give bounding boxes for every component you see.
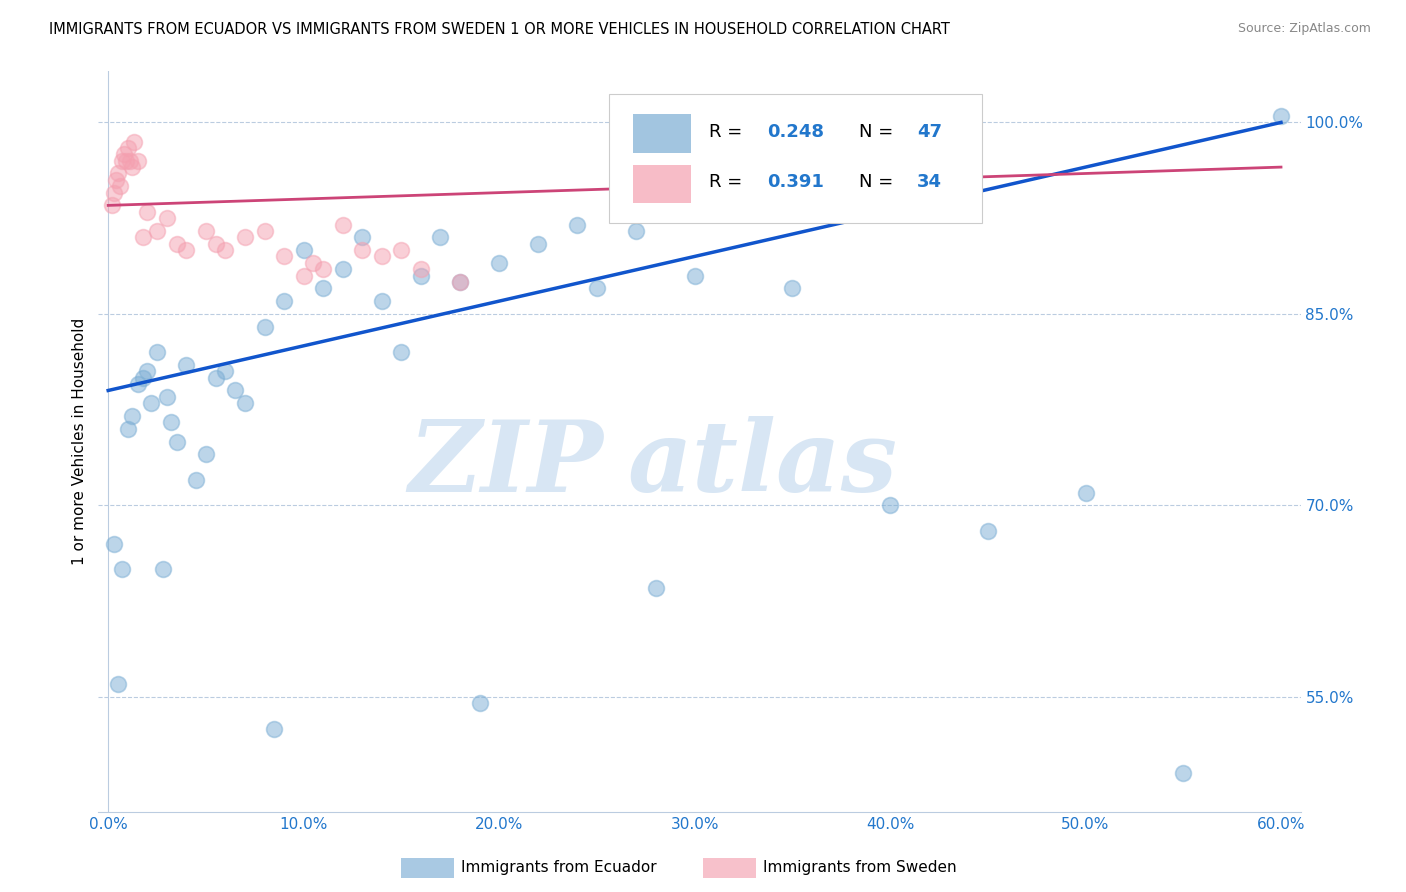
Point [449,275,471,289]
Point [204,370,226,384]
Point [176,358,198,372]
Text: 0.248: 0.248 [766,123,824,141]
Point [586,281,609,295]
Point [186,473,208,487]
Point [214,364,236,378]
Point [136,204,159,219]
Point [107,677,129,691]
Point [166,236,188,251]
Point [468,696,491,710]
Point [103,186,125,200]
Text: 34: 34 [917,173,942,192]
Point [118,153,141,168]
Point [214,243,236,257]
Point [332,262,354,277]
Point [233,396,256,410]
Point [263,722,285,736]
Point [312,262,335,277]
Point [389,243,412,257]
Point [194,447,217,461]
Point [253,319,276,334]
Point [108,179,131,194]
Point [101,198,124,212]
Point [103,536,125,550]
Point [156,390,179,404]
Point [409,268,432,283]
FancyBboxPatch shape [609,94,981,223]
Text: Immigrants from Sweden: Immigrants from Sweden [763,861,957,875]
Point [352,243,374,257]
Point [136,364,159,378]
Point [127,377,149,392]
Point [132,230,155,244]
Point [879,499,901,513]
FancyBboxPatch shape [633,114,692,153]
Point [114,153,136,168]
Text: Source: ZipAtlas.com: Source: ZipAtlas.com [1237,22,1371,36]
Point [233,230,256,244]
Point [117,422,139,436]
Point [159,416,181,430]
Point [1074,485,1097,500]
Point [224,384,246,398]
Point [683,268,706,283]
Point [371,294,394,309]
Point [332,218,354,232]
Point [644,582,666,596]
Point [429,230,451,244]
Text: 0.391: 0.391 [766,173,824,192]
Y-axis label: 1 or more Vehicles in Household: 1 or more Vehicles in Household [72,318,87,566]
Point [141,396,163,410]
Text: N =: N = [859,173,900,192]
Point [389,345,412,359]
Point [146,345,169,359]
Point [567,218,589,232]
Point [624,224,647,238]
Point [105,173,128,187]
Point [449,275,471,289]
Point [146,224,169,238]
Point [1270,109,1292,123]
Text: IMMIGRANTS FROM ECUADOR VS IMMIGRANTS FROM SWEDEN 1 OR MORE VEHICLES IN HOUSEHOL: IMMIGRANTS FROM ECUADOR VS IMMIGRANTS FR… [49,22,950,37]
Point [112,147,135,161]
Point [204,236,226,251]
Point [273,249,295,264]
Point [194,224,217,238]
Text: atlas: atlas [627,416,897,512]
Point [409,262,432,277]
Point [352,230,374,244]
Point [121,409,143,423]
Point [302,256,325,270]
Point [156,211,179,226]
Point [127,153,149,168]
Point [122,135,145,149]
Point [292,243,315,257]
Point [253,224,276,238]
Point [292,268,315,283]
Text: ZIP: ZIP [408,416,603,512]
Point [111,153,134,168]
FancyBboxPatch shape [633,165,692,203]
Text: Immigrants from Ecuador: Immigrants from Ecuador [461,861,657,875]
Point [1173,766,1195,780]
Point [782,281,804,295]
Point [527,236,550,251]
Point [488,256,510,270]
Point [132,370,155,384]
Point [117,141,139,155]
Point [166,434,188,449]
Point [107,166,129,180]
Point [152,562,174,576]
Text: R =: R = [709,123,748,141]
Point [312,281,335,295]
Point [111,562,134,576]
Text: R =: R = [709,173,748,192]
Point [977,524,1000,538]
Point [371,249,394,264]
Point [121,160,143,174]
Text: N =: N = [859,123,900,141]
Text: 47: 47 [917,123,942,141]
Point [273,294,295,309]
Point [176,243,198,257]
